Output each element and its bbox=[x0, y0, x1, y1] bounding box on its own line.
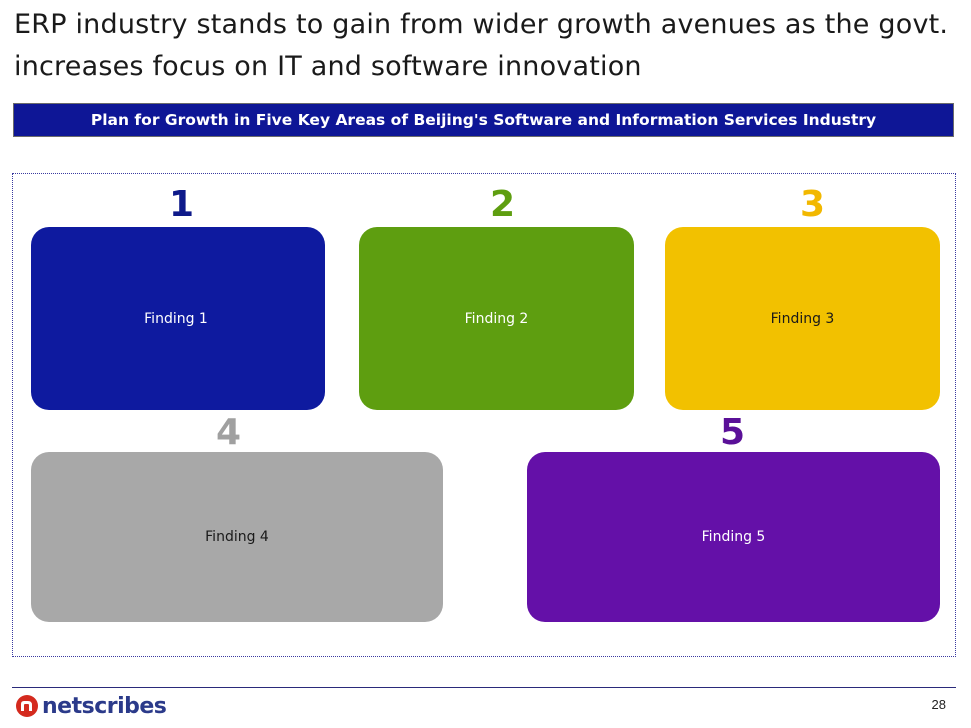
finding-number-1: 1 bbox=[169, 184, 195, 225]
finding-number-3: 3 bbox=[800, 184, 826, 225]
netscribes-logo: netscribes bbox=[15, 693, 167, 719]
finding-label-4: Finding 4 bbox=[205, 529, 269, 545]
slide-title: ERP industry stands to gain from wider g… bbox=[14, 9, 949, 82]
finding-box-5: Finding 5 bbox=[527, 452, 940, 622]
findings-frame bbox=[12, 173, 956, 657]
finding-label-5: Finding 5 bbox=[701, 529, 766, 545]
finding-label-3: Finding 3 bbox=[770, 310, 835, 327]
finding-box-4: Finding 4 bbox=[31, 452, 443, 622]
page-number: 28 bbox=[931, 697, 946, 712]
finding-number-4: 4 bbox=[216, 412, 242, 453]
netscribes-logo-icon bbox=[16, 695, 38, 717]
finding-label-2: Finding 2 bbox=[464, 310, 529, 327]
footer-divider bbox=[12, 687, 956, 688]
section-banner: Plan for Growth in Five Key Areas of Bei… bbox=[13, 103, 954, 137]
finding-label-1: Finding 1 bbox=[144, 310, 208, 327]
logo-text: netscribes bbox=[42, 693, 167, 719]
finding-box-1: Finding 1 bbox=[31, 227, 325, 410]
banner-text: Plan for Growth in Five Key Areas of Bei… bbox=[90, 111, 877, 129]
finding-box-3: Finding 3 bbox=[665, 227, 940, 410]
finding-number-2: 2 bbox=[490, 184, 516, 225]
finding-number-5: 5 bbox=[720, 412, 746, 453]
finding-box-2: Finding 2 bbox=[359, 227, 634, 410]
